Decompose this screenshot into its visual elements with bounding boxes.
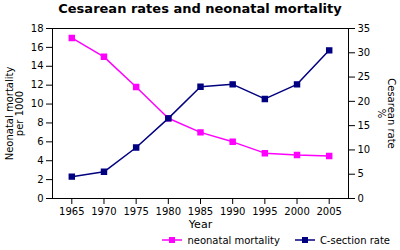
svg-text:8: 8 (37, 117, 43, 128)
svg-text:10: 10 (358, 144, 371, 155)
html-text:neonatal mortality: neonatal mortality (187, 234, 280, 246)
svg-text:Cesarean rate%: Cesarean rate% (376, 78, 397, 148)
svg-text:20: 20 (358, 96, 371, 107)
svg-text:12: 12 (31, 79, 44, 90)
svg-text:0: 0 (37, 193, 43, 204)
svg-text:1980: 1980 (156, 206, 181, 217)
svg-text:30: 30 (358, 47, 371, 58)
svg-text:1965: 1965 (59, 206, 84, 217)
svg-text:35: 35 (358, 23, 371, 34)
svg-text:2000: 2000 (284, 206, 309, 217)
svg-text:5: 5 (358, 168, 364, 179)
svg-text:10: 10 (31, 98, 44, 109)
svg-text:2: 2 (37, 174, 43, 185)
svg-text:Neonatal mortalityper 1000: Neonatal mortalityper 1000 (4, 67, 25, 161)
svg-text:15: 15 (358, 120, 371, 131)
html-text:Cesarean rates and neonatal mo: Cesarean rates and neonatal mortality (58, 1, 342, 16)
svg-text:1995: 1995 (252, 206, 277, 217)
svg-text:25: 25 (358, 71, 371, 82)
svg-text:Year: Year (188, 218, 213, 231)
html-text:C-section rate: C-section rate (319, 234, 390, 246)
svg-text:14: 14 (31, 60, 44, 71)
svg-text:1990: 1990 (220, 206, 245, 217)
svg-text:16: 16 (31, 42, 44, 53)
svg-text:6: 6 (37, 136, 43, 147)
svg-text:1970: 1970 (91, 206, 116, 217)
svg-text:1985: 1985 (188, 206, 213, 217)
svg-text:4: 4 (37, 155, 43, 166)
svg-text:2005: 2005 (316, 206, 341, 217)
svg-text:18: 18 (31, 23, 44, 34)
svg-text:1975: 1975 (123, 206, 148, 217)
svg-text:0: 0 (358, 193, 364, 204)
